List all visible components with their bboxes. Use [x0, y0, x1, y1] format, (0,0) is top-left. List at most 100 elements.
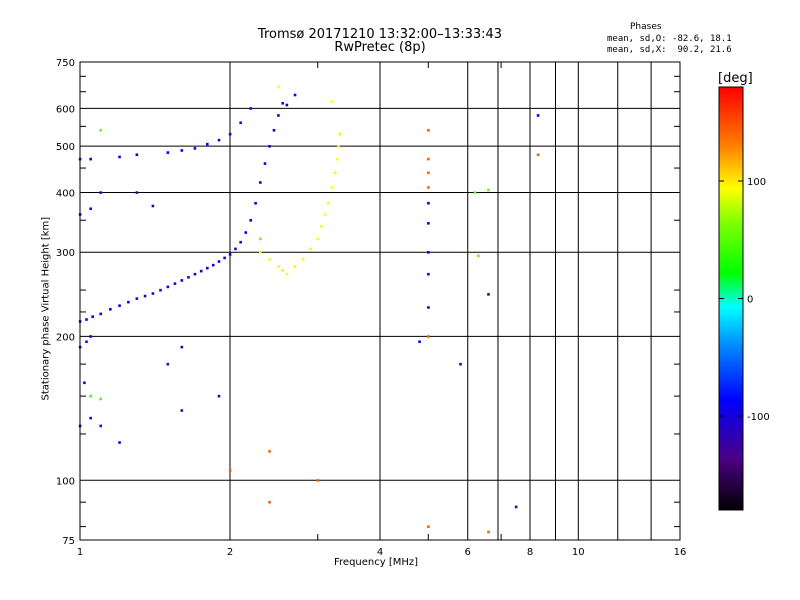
data-point: [268, 144, 271, 148]
data-point: [427, 186, 430, 189]
data-point: [99, 191, 103, 194]
data-point: [135, 153, 139, 157]
x-tick-label: 6: [465, 547, 471, 558]
data-point: [118, 155, 121, 159]
x-tick-label: 10: [572, 547, 585, 558]
y-tick-label: 400: [56, 188, 75, 199]
data-point: [89, 207, 92, 211]
data-point: [118, 441, 121, 444]
data-point: [85, 318, 88, 321]
data-point: [301, 258, 305, 261]
data-point: [418, 340, 421, 344]
data-point: [259, 237, 262, 241]
data-point: [99, 424, 103, 428]
data-point: [268, 258, 271, 261]
data-point: [83, 381, 86, 385]
y-tick-label: 500: [56, 142, 75, 153]
data-point: [166, 362, 170, 366]
data-point: [277, 85, 280, 89]
data-point: [187, 275, 190, 279]
data-point: [487, 188, 490, 192]
phase-stats-x: mean, sd,X: 90.2, 21.6: [607, 45, 732, 55]
y-tick-label: 100: [56, 476, 75, 487]
data-point: [180, 149, 184, 152]
data-point: [338, 132, 342, 136]
data-point: [281, 269, 284, 272]
data-point: [320, 225, 323, 228]
data-point: [199, 269, 203, 273]
data-point: [427, 272, 430, 276]
data-point: [118, 304, 121, 307]
data-point: [277, 265, 280, 268]
data-point: [223, 256, 226, 260]
x-axis-label: Frequency [MHz]: [334, 557, 419, 568]
phase-stats-o: mean, sd,O: -82.6, 18.1: [607, 34, 732, 44]
data-point: [143, 294, 147, 298]
data-point: [536, 153, 540, 157]
data-point: [427, 201, 430, 205]
y-tick-label: 75: [62, 536, 75, 547]
x-tick-label: 16: [674, 547, 687, 558]
data-point: [536, 114, 540, 117]
y-tick-label: 300: [56, 248, 75, 259]
colorbar-tick-label: -100: [747, 412, 770, 423]
data-point: [180, 345, 184, 349]
data-point: [330, 186, 334, 189]
data-point: [244, 231, 248, 234]
data-point: [427, 157, 430, 161]
data-point: [217, 260, 221, 263]
x-tick-label: 2: [227, 547, 233, 558]
data-point: [263, 162, 267, 165]
data-point: [337, 144, 340, 148]
data-point: [335, 157, 339, 161]
data-point: [239, 121, 242, 125]
colorbar-tick-label: 100: [747, 177, 766, 188]
data-point: [277, 114, 280, 117]
data-point: [268, 450, 271, 453]
data-point: [333, 171, 337, 175]
data-point: [254, 201, 257, 205]
data-point: [205, 142, 209, 146]
data-point: [180, 279, 184, 282]
phase-stats-title: Phases: [630, 22, 662, 32]
data-point: [459, 362, 462, 366]
data-point: [427, 335, 430, 338]
data-point: [427, 306, 430, 309]
data-point: [309, 247, 312, 251]
data-point: [135, 191, 139, 194]
data-point: [151, 292, 155, 295]
plot-frame: [79, 61, 681, 541]
data-point: [217, 138, 221, 142]
data-point: [323, 213, 327, 216]
data-point: [285, 103, 289, 107]
data-point: [259, 251, 262, 254]
data-point: [487, 293, 490, 296]
data-point: [89, 394, 92, 398]
y-tick-label: 750: [56, 58, 75, 69]
data-point: [99, 312, 103, 316]
data-point: [427, 251, 430, 254]
data-point: [91, 315, 95, 319]
data-point: [180, 409, 184, 412]
data-point: [173, 282, 177, 285]
data-point: [316, 479, 320, 482]
data-point: [159, 288, 162, 292]
data-point: [473, 191, 477, 194]
data-point: [166, 285, 170, 289]
data-point: [127, 300, 130, 304]
data-point: [217, 394, 221, 398]
data-point: [205, 266, 209, 270]
chart-subtitle: RwPretec (8p): [334, 40, 426, 55]
data-point: [193, 147, 197, 150]
data-point: [427, 128, 430, 132]
data-point: [285, 272, 289, 276]
data-point: [327, 201, 330, 205]
data-point: [330, 100, 334, 103]
data-point: [427, 171, 430, 175]
data-point: [135, 297, 139, 300]
data-point: [427, 222, 430, 225]
data-point: [268, 500, 271, 504]
data-point: [228, 468, 232, 472]
data-point: [85, 340, 88, 344]
